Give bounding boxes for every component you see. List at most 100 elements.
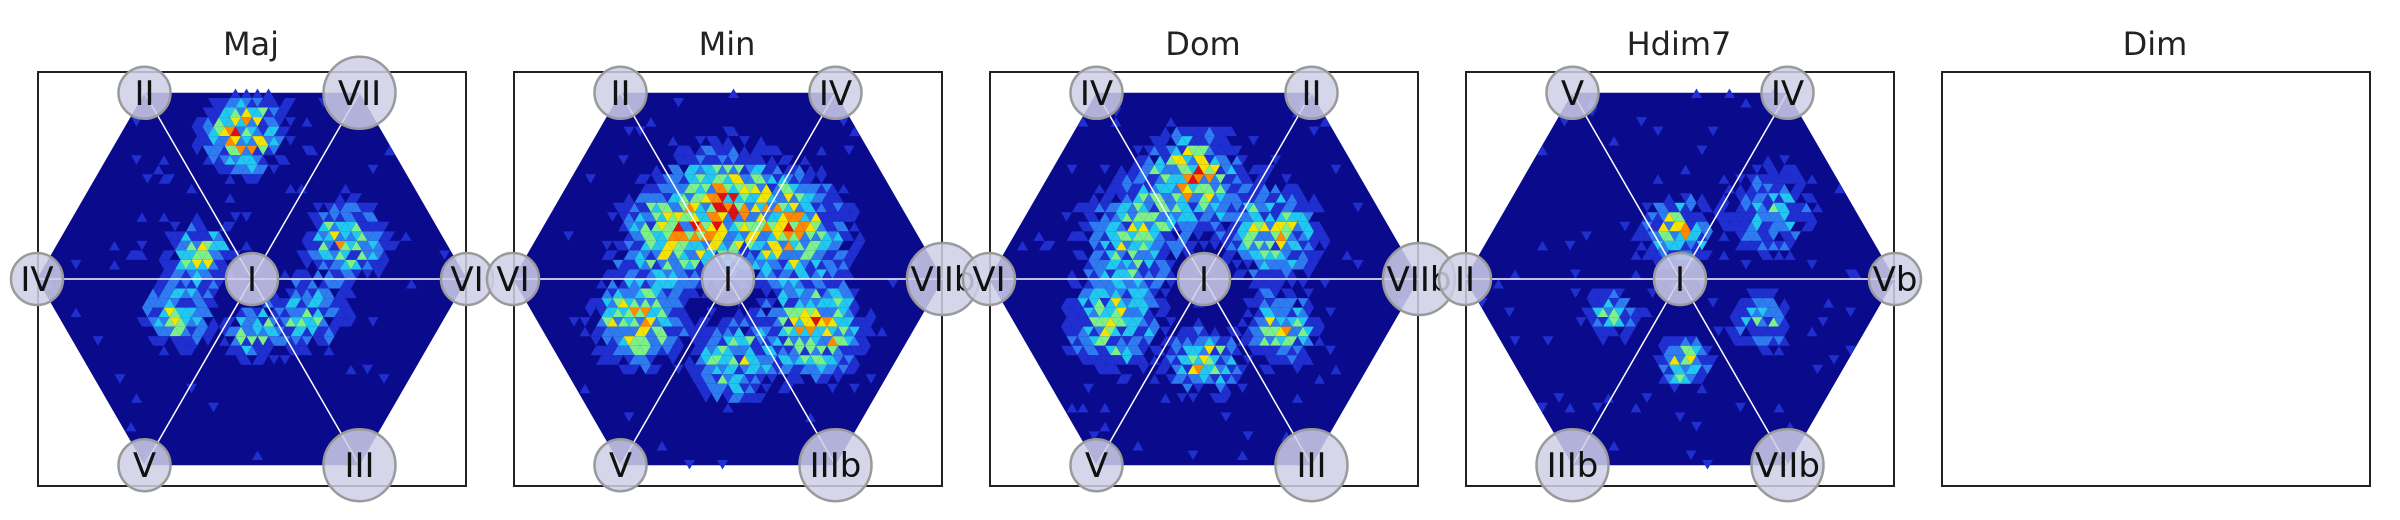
lattice-cell <box>1237 269 1248 279</box>
lattice-cell <box>684 288 695 299</box>
lattice-cell <box>1303 240 1314 251</box>
lattice-cell <box>733 164 745 175</box>
lattice-cell <box>1663 355 1675 365</box>
lattice-cell <box>323 345 335 356</box>
lattice-cell <box>1165 174 1177 184</box>
lattice-cell <box>623 231 635 241</box>
lattice-cell <box>1773 212 1785 222</box>
lattice-cell <box>755 193 767 203</box>
lattice-cell <box>1740 307 1752 318</box>
lattice-cell <box>1231 212 1243 222</box>
lattice-cell <box>1127 288 1138 299</box>
lattice-cell <box>1088 317 1100 327</box>
lattice-cell <box>356 250 368 260</box>
lattice-cell <box>678 174 690 184</box>
lattice-cell <box>1242 183 1254 194</box>
lattice-cell <box>1685 221 1697 232</box>
lattice-cell <box>1193 202 1204 213</box>
spoke-line <box>619 92 729 280</box>
lattice-cell <box>1696 250 1708 260</box>
lattice-cell <box>1209 374 1221 384</box>
lattice-cell <box>1226 221 1237 232</box>
lattice-cell <box>799 336 811 346</box>
lattice-cell <box>618 345 629 356</box>
node-circle <box>1652 251 1708 307</box>
lattice-cell <box>1215 345 1226 356</box>
lattice-cell <box>1718 202 1730 213</box>
lattice-cell <box>230 136 241 146</box>
lattice-cell <box>821 212 833 222</box>
lattice-cell <box>860 326 871 337</box>
lattice-cell <box>821 307 833 318</box>
lattice-cell <box>1116 269 1127 279</box>
lattice-cell <box>799 298 811 308</box>
lattice-cell <box>1608 136 1620 146</box>
lattice-cell <box>601 317 613 327</box>
lattice-cell <box>1614 317 1625 327</box>
lattice-cell <box>1072 345 1083 356</box>
panel-title-dim: Dim <box>2123 25 2188 63</box>
lattice-cell <box>678 288 690 299</box>
node-label: VII <box>338 74 381 114</box>
lattice-cell <box>329 250 340 260</box>
lattice-cell <box>854 336 866 346</box>
lattice-cell <box>1702 460 1713 470</box>
lattice-cell <box>651 259 662 270</box>
lattice-cell <box>1647 240 1658 251</box>
lattice-cell <box>164 298 175 308</box>
lattice-cell <box>656 221 668 232</box>
lattice-cell <box>1176 145 1188 156</box>
lattice-cell <box>744 336 756 346</box>
lattice-cell <box>629 307 640 318</box>
lattice-cell <box>175 307 186 318</box>
lattice-cell <box>257 126 269 137</box>
lattice-cell <box>1303 231 1314 241</box>
lattice-cell <box>1608 298 1620 308</box>
spoke-line <box>1095 92 1205 280</box>
lattice-cell <box>1575 317 1587 327</box>
lattice-cell <box>1270 221 1281 232</box>
lattice-cell <box>766 269 778 279</box>
lattice-cell <box>1806 326 1818 337</box>
lattice-cell <box>772 288 783 299</box>
lattice-cell <box>197 288 208 299</box>
lattice-cell <box>373 250 384 260</box>
lattice-cell <box>1127 259 1138 270</box>
lattice-cell <box>739 202 750 213</box>
lattice-cell <box>629 212 640 222</box>
lattice-cell <box>1121 307 1133 318</box>
lattice-cell <box>1220 345 1232 356</box>
lattice-cell <box>323 202 335 213</box>
lattice-cell <box>301 345 313 356</box>
lattice-cell <box>722 231 734 241</box>
lattice-cell <box>1226 250 1237 260</box>
lattice-cell <box>301 117 313 127</box>
lattice-cell <box>1171 155 1182 165</box>
lattice-cell <box>1231 183 1243 194</box>
node-label: II <box>610 74 630 114</box>
lattice-cell <box>1696 364 1708 375</box>
lattice-cell <box>651 345 662 356</box>
lattice-cell <box>263 345 274 356</box>
lattice-cell <box>307 288 318 299</box>
lattice-cell <box>1198 240 1210 251</box>
lattice-cell <box>827 355 838 365</box>
lattice-cell <box>1669 212 1680 222</box>
lattice-cell <box>662 269 673 279</box>
lattice-cell <box>722 155 734 165</box>
lattice-cell <box>816 202 827 213</box>
lattice-cell <box>805 202 816 213</box>
lattice-cell <box>1537 240 1548 251</box>
lattice-cell <box>356 221 368 232</box>
lattice-cell <box>257 107 269 118</box>
lattice-cell <box>783 250 794 260</box>
lattice-cell <box>821 336 833 346</box>
lattice-cell <box>805 259 816 270</box>
lattice-cell <box>1149 193 1160 203</box>
lattice-cell <box>711 364 723 375</box>
lattice-cell <box>1259 364 1270 375</box>
lattice-cell <box>651 307 662 318</box>
lattice-cell <box>373 259 384 270</box>
lattice-cell <box>766 240 778 251</box>
lattice-cell <box>1801 202 1812 213</box>
